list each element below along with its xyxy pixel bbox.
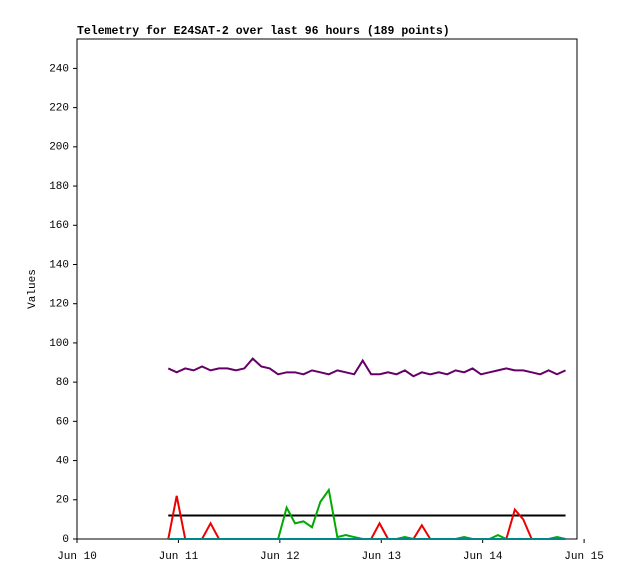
y-tick-label: 60	[56, 416, 69, 428]
x-tick-label: Jun 12	[260, 551, 300, 563]
series-line	[167, 495, 566, 540]
y-tick-label: 220	[49, 103, 69, 115]
chart-title: Telemetry for E24SAT-2 over last 96 hour…	[77, 25, 450, 38]
x-tick-label: Jun 14	[463, 551, 503, 563]
x-tick-label: Jun 11	[159, 551, 199, 563]
series-line	[167, 357, 566, 378]
y-tick-label: 160	[49, 220, 69, 232]
y-axis-label: Values	[27, 269, 39, 309]
y-tick-label: 0	[62, 534, 69, 546]
y-tick-label: 20	[56, 495, 69, 507]
x-tick-label: Jun 15	[564, 551, 604, 563]
y-tick-label: 100	[49, 338, 69, 350]
y-tick-label: 180	[49, 181, 69, 193]
y-tick-label: 120	[49, 299, 69, 311]
y-tick-label: 200	[49, 142, 69, 154]
y-tick-label: 140	[49, 259, 69, 271]
y-tick-label: 240	[49, 63, 69, 75]
x-tick-label: Jun 13	[361, 551, 401, 563]
y-tick-label: 80	[56, 377, 69, 389]
y-tick-label: 40	[56, 455, 69, 467]
x-tick-label: Jun 10	[57, 551, 97, 563]
plot-frame	[76, 38, 578, 540]
